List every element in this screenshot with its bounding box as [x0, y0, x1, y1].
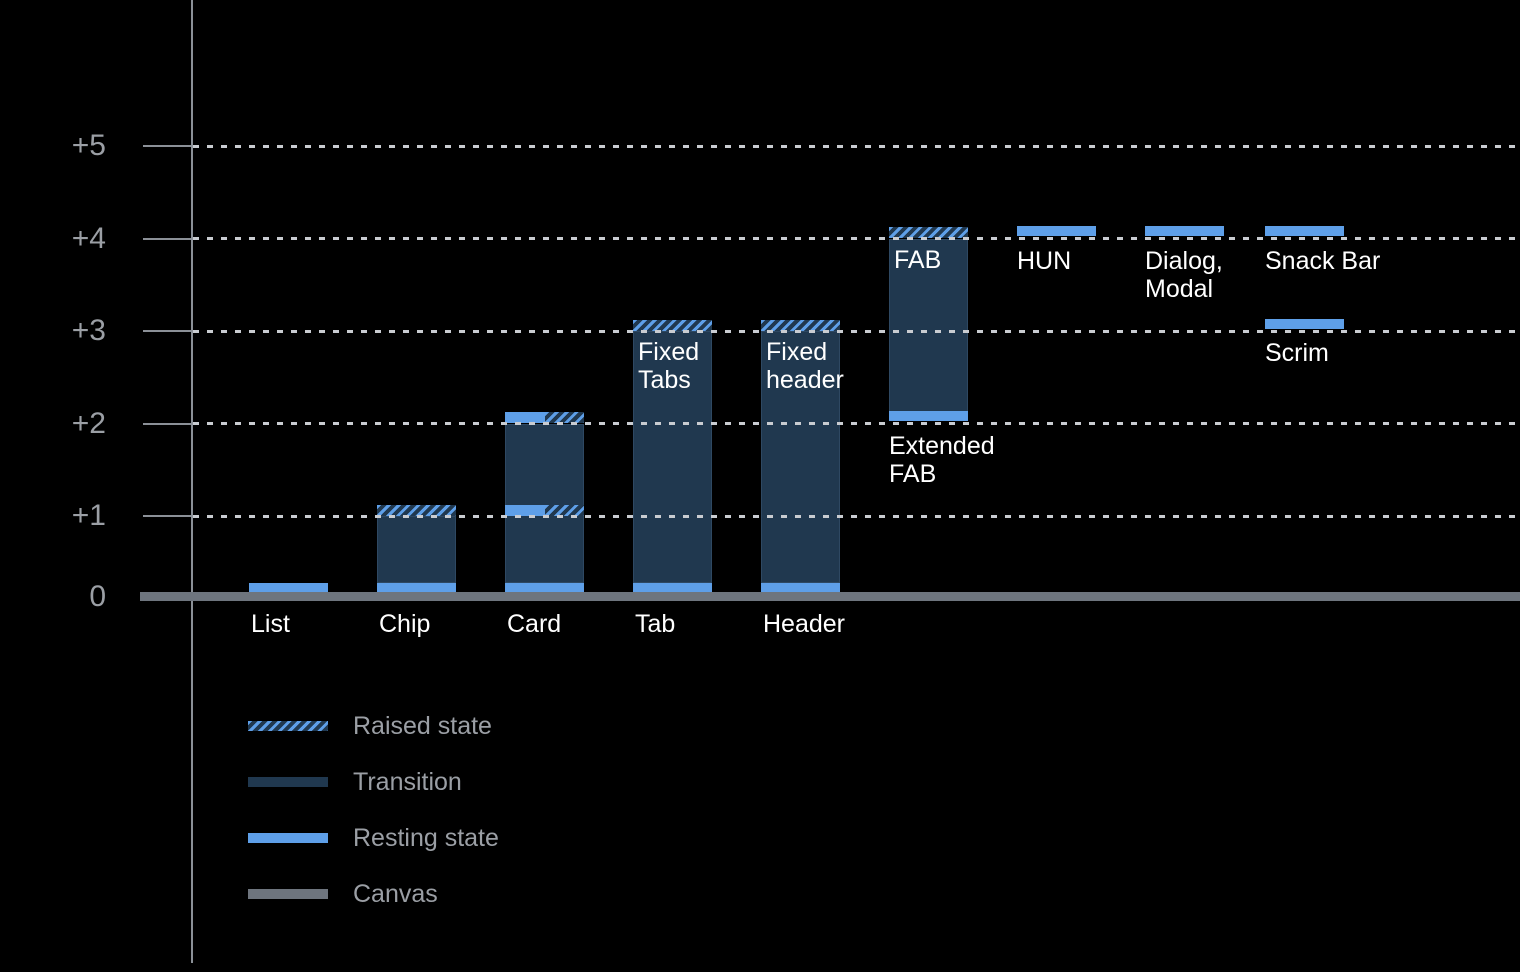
canvas-swatch-icon	[248, 889, 328, 899]
y-axis-tick-4	[143, 237, 197, 240]
y-axis-line	[191, 0, 193, 963]
legend-label-canvas: Canvas	[353, 879, 438, 908]
gridline-1	[193, 514, 1520, 518]
raised-half-card-2	[545, 412, 584, 423]
y-axis-tick-3	[143, 330, 197, 332]
gridline-3	[193, 329, 1520, 333]
resting-strip-snack-bar-4	[1265, 226, 1344, 236]
legend-item-canvas: Canvas	[248, 880, 499, 908]
resting-strip-scrim-3	[1265, 318, 1344, 329]
raised-strip-chip-1	[377, 504, 456, 516]
resting-strip-tab-0	[633, 583, 712, 592]
y-axis-label-4: +4	[71, 221, 106, 255]
inner-label-header: Fixed header	[766, 338, 844, 394]
transition-segment-fab	[889, 238, 968, 415]
below-label-dialog-modal: Dialog, Modal	[1145, 246, 1223, 303]
raised-strip-header-3	[761, 319, 840, 331]
resting-strip-hun-4	[1017, 226, 1096, 236]
resting-state-swatch-icon	[248, 833, 328, 843]
y-axis-tick-2	[143, 422, 197, 425]
inner-label-tab: Fixed Tabs	[638, 338, 700, 394]
category-label-list: List	[251, 610, 290, 638]
resting-strip-fab-2	[889, 411, 968, 421]
y-axis-label-1: +1	[71, 499, 106, 532]
gridline-5	[193, 144, 1520, 148]
transition-segment-card	[505, 423, 584, 583]
category-label-header: Header	[763, 610, 845, 638]
resting-strip-card-0	[505, 583, 584, 592]
below-label-scrim: Scrim	[1265, 339, 1329, 367]
legend-item-raised-state: Raised state	[248, 712, 499, 740]
y-axis-tick-1	[143, 515, 197, 517]
inner-label-fab: FAB	[894, 245, 942, 274]
split-strip-card-2	[505, 412, 584, 423]
below-label-fab: Extended FAB	[889, 431, 995, 488]
split-strip-card-1	[505, 504, 584, 516]
y-axis-label-0: 0	[89, 580, 106, 613]
category-label-tab: Tab	[635, 610, 676, 638]
resting-strip-dialog-modal-4	[1145, 226, 1224, 236]
gridline-4	[193, 237, 1520, 240]
resting-strip-list-0	[249, 583, 328, 592]
raised-state-swatch-icon	[248, 721, 328, 731]
y-axis-label-3: +3	[71, 314, 106, 347]
legend-label-raised-state: Raised state	[353, 711, 492, 740]
resting-strip-header-0	[761, 583, 840, 592]
transition-segment-header	[761, 331, 840, 583]
legend-label-resting-state: Resting state	[353, 823, 499, 852]
below-label-snack-bar: Snack Bar	[1265, 246, 1381, 275]
y-axis-tick-5	[143, 145, 197, 147]
below-label-hun: HUN	[1017, 246, 1072, 275]
y-axis-label-5: +5	[71, 129, 106, 162]
gridline-2	[193, 422, 1520, 425]
resting-strip-chip-0	[377, 583, 456, 592]
resting-half-card-2	[505, 412, 545, 423]
category-label-chip: Chip	[379, 610, 431, 638]
canvas-line	[140, 592, 1520, 601]
transition-swatch-icon	[248, 777, 328, 787]
raised-half-card-1	[545, 504, 584, 516]
legend: Raised state Transition Resting state Ca…	[248, 712, 499, 936]
transition-segment-chip	[377, 516, 456, 583]
y-axis-label-2: +2	[71, 406, 106, 440]
category-label-card: Card	[507, 610, 562, 638]
resting-half-card-1	[505, 504, 545, 516]
legend-item-resting-state: Resting state	[248, 824, 499, 852]
transition-segment-tab	[633, 331, 712, 583]
legend-label-transition: Transition	[353, 767, 462, 796]
raised-strip-fab-4	[889, 227, 968, 238]
raised-strip-tab-3	[633, 319, 712, 331]
legend-item-transition: Transition	[248, 768, 499, 796]
